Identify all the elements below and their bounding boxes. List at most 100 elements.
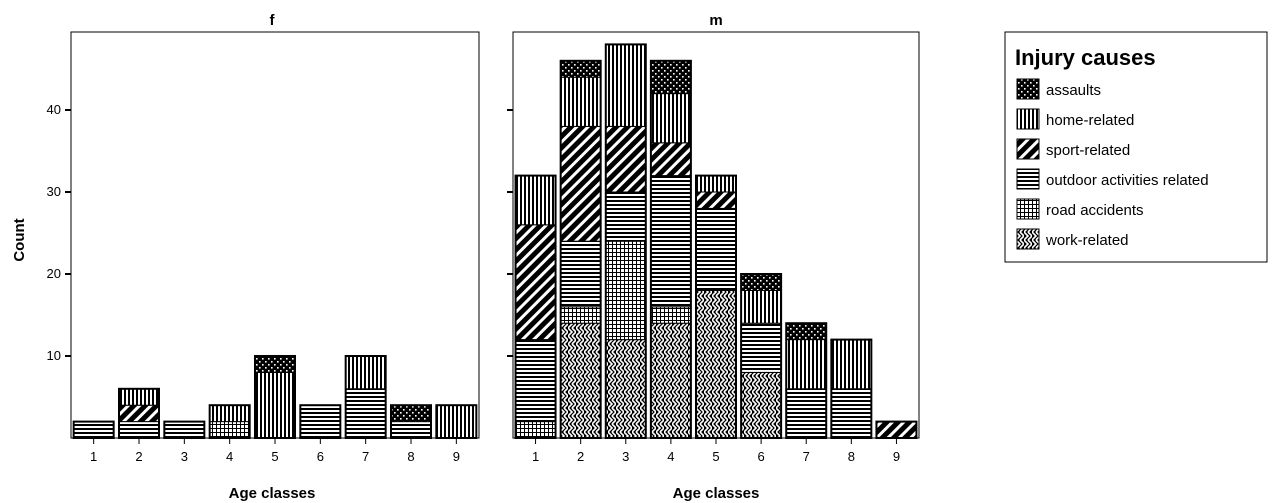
x-tick-label: 1 bbox=[90, 449, 97, 464]
bar-segment-outdoor-activities-related bbox=[118, 421, 160, 439]
x-tick-label: 3 bbox=[181, 449, 188, 464]
bars-f bbox=[72, 355, 478, 440]
bar-segment-work-related bbox=[650, 322, 692, 439]
bar-outline bbox=[118, 387, 160, 439]
bar-segment-road-accidents bbox=[209, 421, 251, 439]
x-tick-label: 4 bbox=[226, 449, 233, 464]
bar-segment-outdoor-activities-related bbox=[560, 240, 602, 308]
bar-segment-assaults bbox=[560, 60, 602, 78]
bar-segment-outdoor-activities-related bbox=[73, 421, 115, 439]
x-tick-label: 8 bbox=[848, 449, 855, 464]
bar-segment-road-accidents bbox=[650, 306, 692, 324]
bar-segment-assaults bbox=[785, 322, 827, 341]
bar-segment-home-related bbox=[254, 371, 296, 439]
bar-segment-assaults bbox=[740, 273, 782, 291]
bar-segment-home-related bbox=[650, 93, 692, 144]
panel-f: f 10 20 30 40 1 2 3 4 5 6 7 8 9 Age classes bbox=[47, 12, 480, 502]
bar-segment-outdoor-activities-related bbox=[299, 404, 341, 439]
bar-outline bbox=[785, 322, 828, 440]
x-tick-label: 5 bbox=[712, 449, 719, 464]
bar-segment-assaults bbox=[650, 60, 692, 95]
x-axis: 1 2 3 4 5 6 7 8 9 bbox=[532, 438, 900, 464]
bar-segment-sport-related bbox=[695, 191, 737, 209]
bar-segment-sport-related bbox=[515, 224, 557, 341]
x-axis-label-f: Age classes bbox=[229, 485, 316, 502]
legend-label: work-related bbox=[1045, 232, 1129, 249]
bar-outline bbox=[163, 420, 206, 440]
bar-segment-home-related bbox=[435, 404, 477, 439]
legend-title: Injury causes bbox=[1015, 45, 1156, 70]
legend-items: assaults home-related sport-related outdoor… bbox=[1016, 78, 1209, 250]
y-axis bbox=[507, 109, 513, 357]
bar-segment-sport-related bbox=[605, 125, 647, 193]
legend-swatch bbox=[1016, 108, 1040, 130]
y-axis-label: Count bbox=[11, 218, 28, 261]
bar-segment-work-related bbox=[740, 371, 782, 439]
bar-segment-sport-related bbox=[118, 404, 160, 423]
bar-segment-home-related bbox=[740, 289, 782, 324]
legend: Injury causes assaults home-related sport-… bbox=[1004, 31, 1268, 263]
x-tick-label: 9 bbox=[453, 449, 460, 464]
bar-outline bbox=[649, 59, 692, 440]
bar-outline bbox=[72, 420, 115, 440]
bar-segment-road-accidents bbox=[560, 306, 602, 324]
panel-title-f: f bbox=[270, 12, 276, 29]
bar-segment-outdoor-activities-related bbox=[830, 388, 872, 439]
x-tick-label: 6 bbox=[757, 449, 764, 464]
bar-segment-work-related bbox=[560, 322, 602, 439]
x-tick-label: 9 bbox=[893, 449, 900, 464]
x-tick-label: 1 bbox=[532, 449, 539, 464]
bar-outline bbox=[740, 273, 783, 439]
bar-segment-sport-related bbox=[875, 421, 917, 439]
bar-segment-assaults bbox=[390, 404, 432, 423]
bar-segment-sport-related bbox=[560, 125, 602, 242]
x-tick-label: 3 bbox=[622, 449, 629, 464]
bar-outline bbox=[390, 404, 432, 440]
bar-segment-road-accidents bbox=[605, 240, 647, 341]
legend-swatch bbox=[1016, 78, 1040, 100]
bar-segment-outdoor-activities-related bbox=[515, 339, 557, 423]
x-tick-label: 5 bbox=[271, 449, 278, 464]
x-tick-label: 2 bbox=[577, 449, 584, 464]
bar-outline bbox=[344, 355, 387, 439]
x-tick-label: 8 bbox=[407, 449, 414, 464]
legend-swatch bbox=[1016, 228, 1040, 250]
bar-segment-home-related bbox=[515, 175, 557, 226]
legend-label: home-related bbox=[1046, 112, 1134, 129]
bar-segment-home-related bbox=[695, 175, 737, 193]
bar-segment-outdoor-activities-related bbox=[695, 207, 737, 291]
bar-segment-home-related bbox=[785, 339, 827, 390]
bar-segment-home-related bbox=[830, 339, 872, 390]
bar-segment-outdoor-activities-related bbox=[650, 175, 692, 308]
bar-outline bbox=[208, 404, 251, 440]
y-tick-label: 20 bbox=[47, 266, 61, 281]
bar-segment-outdoor-activities-related bbox=[785, 388, 827, 439]
legend-label: outdoor activities related bbox=[1046, 172, 1209, 189]
bar-segment-home-related bbox=[118, 388, 160, 406]
bar-segment-assaults bbox=[254, 355, 296, 373]
bar-segment-outdoor-activities-related bbox=[605, 191, 647, 242]
panel-title-m: m bbox=[709, 12, 722, 29]
bar-outline bbox=[830, 338, 873, 440]
y-tick-label: 30 bbox=[47, 184, 61, 199]
legend-label: assaults bbox=[1046, 82, 1101, 99]
x-tick-label: 2 bbox=[135, 449, 142, 464]
y-tick-label: 40 bbox=[47, 102, 61, 117]
bar-segment-home-related bbox=[209, 404, 251, 423]
bar-segment-outdoor-activities-related bbox=[390, 421, 432, 439]
bar-segment-work-related bbox=[605, 339, 647, 439]
legend-swatch bbox=[1016, 168, 1040, 190]
bar-outline bbox=[514, 174, 557, 439]
bars-m bbox=[514, 43, 918, 440]
panel-m: m 1 2 3 4 5 6 7 8 9 Age classes bbox=[507, 12, 920, 502]
bar-segment-work-related bbox=[695, 289, 737, 439]
bar-segment-outdoor-activities-related bbox=[345, 388, 387, 439]
legend-swatch bbox=[1016, 138, 1040, 160]
bar-segment-home-related bbox=[605, 43, 647, 127]
bar-outline bbox=[695, 174, 737, 439]
bar-outline bbox=[299, 404, 342, 440]
bar-segment-home-related bbox=[560, 76, 602, 127]
bar-outline bbox=[604, 43, 647, 440]
bar-segment-sport-related bbox=[650, 142, 692, 177]
